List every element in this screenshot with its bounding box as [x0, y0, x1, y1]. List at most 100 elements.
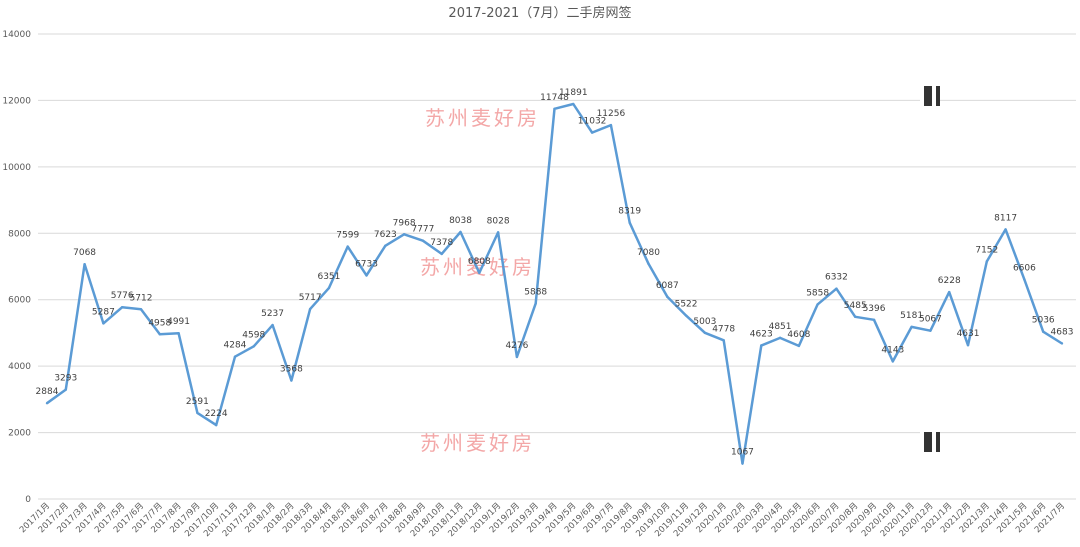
data-point: [835, 287, 838, 290]
data-point: [778, 336, 782, 340]
data-point: [102, 322, 105, 325]
data-label: 7080: [637, 248, 660, 258]
data-label: 5287: [92, 307, 115, 317]
data-point: [1042, 330, 1045, 333]
data-label: 4143: [881, 345, 904, 355]
data-label: 8038: [449, 216, 472, 226]
data-label: 1067: [731, 448, 754, 458]
data-point: [1060, 342, 1064, 345]
data-point: [440, 252, 443, 256]
data-label: 4608: [787, 330, 810, 340]
data-label: 5485: [844, 301, 867, 311]
data-point: [290, 379, 293, 382]
data-label: 3293: [54, 374, 77, 384]
data-label: 5712: [130, 293, 153, 303]
data-label: 4623: [750, 329, 773, 339]
data-label: 5396: [863, 304, 886, 314]
data-point: [120, 305, 124, 309]
data-point: [271, 323, 274, 327]
data-point: [647, 262, 650, 266]
data-label: 5717: [299, 293, 322, 303]
chart-title: 2017-2021（7月）二手房网签: [448, 5, 631, 21]
data-point: [816, 303, 819, 306]
qr-code-icon: [920, 86, 940, 106]
data-label: 7378: [430, 238, 453, 248]
data-point: [139, 308, 143, 311]
data-label: 6332: [825, 273, 848, 283]
data-point: [233, 355, 237, 358]
data-label: 7599: [336, 231, 359, 241]
data-point: [196, 411, 199, 415]
data-label: 2884: [36, 387, 59, 397]
data-label: 7623: [374, 230, 397, 240]
data-label: 5522: [675, 300, 698, 310]
data-point: [327, 286, 331, 290]
qr-code-icon: [920, 432, 940, 452]
data-label: 4631: [957, 329, 980, 339]
data-point: [421, 239, 425, 242]
data-label: 5888: [524, 287, 547, 297]
y-tick-label: 12000: [2, 96, 31, 106]
data-label: 4991: [167, 317, 190, 327]
y-tick-label: 8000: [8, 229, 31, 239]
data-label: 4284: [224, 341, 247, 351]
data-point: [741, 462, 744, 465]
data-point: [929, 329, 932, 332]
y-tick-label: 10000: [2, 163, 31, 173]
y-tick-label: 6000: [8, 296, 31, 306]
data-point: [384, 244, 387, 248]
y-tick-label: 0: [25, 495, 31, 505]
data-point: [797, 344, 801, 348]
y-tick-label: 2000: [8, 429, 31, 439]
data-label: 5036: [1032, 316, 1055, 326]
data-label: 8319: [618, 207, 641, 217]
data-point: [83, 263, 86, 266]
data-label: 2224: [205, 409, 228, 419]
data-label: 6808: [468, 257, 491, 267]
data-point: [666, 295, 669, 299]
data-label: 8117: [994, 213, 1017, 223]
data-point: [1004, 228, 1007, 231]
data-point: [985, 260, 989, 263]
data-point: [45, 402, 49, 405]
data-point: [252, 345, 255, 348]
data-point: [966, 343, 970, 347]
data-point: [365, 274, 368, 277]
data-point: [553, 107, 556, 110]
data-label: 7777: [411, 225, 434, 235]
data-label: 6606: [1013, 264, 1036, 274]
data-label: 7968: [393, 218, 416, 228]
data-label: 7152: [975, 245, 998, 255]
data-point: [684, 314, 688, 317]
data-label: 8028: [487, 216, 510, 226]
watermark: 苏州麦好房: [425, 106, 540, 130]
y-tick-label: 4000: [8, 362, 31, 372]
data-point: [459, 230, 462, 234]
data-label: 6351: [317, 272, 340, 282]
data-point: [872, 318, 876, 321]
data-point: [478, 271, 481, 275]
data-label: 4851: [769, 322, 792, 332]
data-label: 5067: [919, 315, 942, 325]
data-label: 5776: [111, 291, 134, 301]
data-point: [609, 123, 613, 127]
data-point: [628, 221, 631, 224]
data-label: 5181: [900, 311, 923, 321]
data-point: [948, 290, 951, 294]
data-label: 11256: [597, 109, 626, 119]
data-point: [496, 231, 500, 234]
data-point: [1023, 278, 1026, 281]
data-label: 11748: [540, 93, 569, 103]
data-label: 4598: [242, 330, 265, 340]
data-point: [64, 388, 67, 391]
data-label: 6733: [355, 259, 378, 269]
y-tick-label: 14000: [2, 30, 31, 40]
data-label: 4683: [1051, 327, 1074, 337]
data-point: [703, 331, 707, 335]
data-label: 6228: [938, 276, 961, 286]
data-label: 6087: [656, 281, 679, 291]
data-point: [910, 325, 913, 329]
watermark: 苏州麦好房: [420, 431, 535, 455]
data-point: [590, 131, 594, 134]
